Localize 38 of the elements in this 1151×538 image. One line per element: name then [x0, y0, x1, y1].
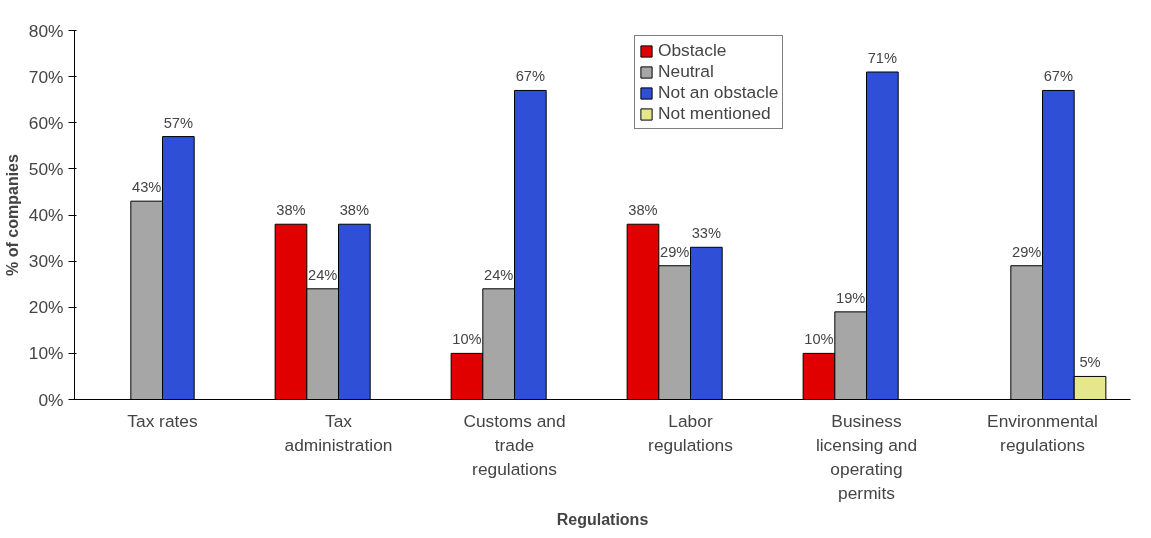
data-label: 24% [307, 266, 338, 283]
legend-label: Obstacle [658, 40, 727, 61]
y-tick-label: 50% [28, 158, 64, 179]
data-label: 67% [515, 68, 546, 85]
data-label: 29% [659, 243, 690, 260]
x-tick-label: Environmental regulations [987, 410, 1098, 455]
data-label: 5% [1079, 354, 1101, 371]
data-label: 57% [163, 114, 194, 131]
data-label: 38% [339, 202, 370, 219]
y-axis-title: % of companies [3, 154, 21, 276]
y-tick-label: 80% [28, 20, 64, 41]
data-label: 38% [628, 202, 658, 219]
data-label: 33% [691, 225, 722, 242]
x-tick-label: Business licensing and operating permits [815, 410, 918, 503]
x-tick-label: Tax administration [284, 410, 393, 455]
y-tick-label: 20% [28, 297, 64, 318]
x-tick-label: Labor regulations [648, 410, 734, 455]
data-label: 29% [1011, 243, 1042, 260]
data-label: 19% [835, 289, 866, 306]
data-label: 24% [483, 266, 514, 283]
y-tick-label: 10% [28, 343, 64, 364]
data-label: 67% [1043, 68, 1074, 85]
data-label: 71% [867, 50, 898, 67]
x-tick-label: Customs and trade regulations [463, 410, 566, 479]
y-tick-label: 70% [28, 66, 64, 87]
data-label: 43% [131, 179, 162, 196]
legend-label: Neutral [658, 61, 714, 82]
data-label: 10% [452, 331, 482, 348]
y-tick-label: 60% [28, 112, 64, 133]
data-label: 10% [804, 331, 834, 348]
y-tick-label: 0% [38, 389, 64, 410]
legend-label: Not mentioned [658, 103, 771, 124]
data-label: 38% [276, 202, 306, 219]
x-axis-title: Regulations [556, 510, 649, 528]
x-tick-label: Tax rates [127, 410, 198, 431]
y-tick-label: 40% [28, 205, 64, 225]
y-tick-label: 30% [28, 251, 64, 272]
legend-label: Not an obstacle [658, 82, 779, 103]
